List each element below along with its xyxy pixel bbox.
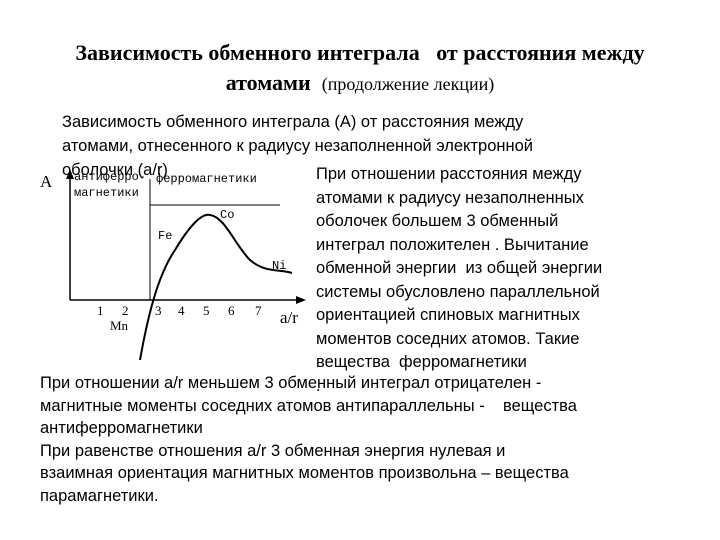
text-line: взаимная ориентация магнитных моментов п… [40, 464, 569, 482]
text-line: парамагнетики. [40, 486, 159, 505]
text-line: системы обусловлено параллельной [316, 282, 600, 301]
title-sub: (продолжение лекции) [321, 74, 495, 94]
x-arrow [296, 296, 306, 304]
x-tick-label: 7 [255, 303, 262, 318]
text-line: вещества ферромагнетики [316, 353, 527, 371]
text-line: оболочек большем 3 обменный [316, 212, 559, 230]
figure: A антиферро- магнетики ферромагнетики Fe… [40, 169, 306, 361]
x-tick-label: 5 [203, 303, 210, 318]
x-ticks: 1 2 3 4 5 6 7 [97, 303, 262, 318]
text-line: обменной энергии из общей энергии [316, 259, 603, 277]
text-line: интеграл положителен . Вычитание [316, 235, 589, 254]
y-label: A [40, 172, 53, 191]
region-label: антиферро- [74, 170, 146, 184]
x-tick-label: 6 [228, 303, 235, 318]
x-tick-label: 2 [122, 303, 129, 318]
x-tick-label: 4 [178, 303, 185, 318]
x-label: a/r [280, 308, 298, 327]
element-label: Fe [158, 229, 172, 243]
x-tick-label: 3 [155, 303, 162, 318]
y-arrow [66, 169, 74, 179]
region-label: магнетики [74, 186, 139, 200]
curve [139, 213, 293, 361]
text-line: моментов соседних атомов. Такие [316, 329, 580, 348]
text-line: атомами к радиусу незаполненных [316, 188, 584, 207]
text-line: атомами, отнесенного к радиусу незаполне… [62, 137, 533, 155]
text-line: При отношении a/r меньшем 3 обменный инт… [40, 374, 542, 392]
region-label: ферромагнетики [156, 172, 257, 186]
text-line: ориентацией спиновых магнитных [316, 306, 580, 324]
element-label: Co [220, 208, 234, 222]
x-tick-label: 1 [97, 303, 104, 318]
element-label: Ni [272, 259, 286, 273]
text-line: магнитные моменты соседних атомов антипа… [40, 396, 577, 415]
text-line: антиферромагнетики [40, 419, 203, 437]
element-label: Mn [110, 318, 129, 333]
text-line: При отношении расстояния между [316, 165, 582, 183]
text-line: При равенстве отношения a/r 3 обменная э… [40, 441, 506, 460]
title-text: атомами [225, 70, 311, 95]
title-line: атомами (продолжение лекции) [0, 70, 720, 96]
text-line: . [316, 376, 321, 395]
text-line: оболочки (a/r) [62, 161, 168, 179]
text-line: Зависимость обменного интеграла (А) от р… [62, 113, 524, 131]
title-line: Зависимость обменного интеграла от расст… [75, 40, 645, 65]
